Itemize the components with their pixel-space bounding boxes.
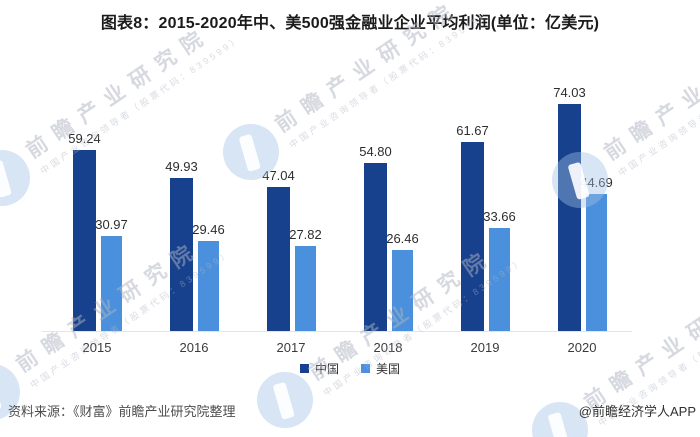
bar-value-label-美国-2016: 29.46 [192, 222, 225, 237]
source-note: 资料来源：《财富》前瞻产业研究院整理 [8, 404, 236, 419]
bar-value-label-美国-2018: 26.46 [386, 231, 419, 246]
bar-美国-2017 [295, 246, 316, 331]
legend-item-中国: 中国 [299, 360, 339, 377]
x-axis-label-2019: 2019 [470, 340, 500, 355]
bar-美国-2019 [489, 228, 510, 331]
legend-swatch-icon [361, 364, 370, 373]
credit-note: @前瞻经济学人APP [578, 404, 696, 419]
bar-美国-2020 [586, 194, 607, 331]
x-axis-line [42, 331, 632, 332]
x-axis-label-2018: 2018 [373, 340, 403, 355]
bar-中国-2016 [170, 178, 193, 331]
x-axis-label-2017: 2017 [276, 340, 306, 355]
bar-中国-2020 [558, 104, 581, 331]
bar-value-label-中国-2017: 47.04 [262, 168, 295, 183]
legend-swatch-icon [299, 364, 309, 373]
bar-value-label-美国-2019: 33.66 [483, 209, 516, 224]
bar-中国-2019 [461, 142, 484, 331]
bar-美国-2018 [392, 250, 413, 331]
bar-value-label-中国-2020: 74.03 [553, 85, 586, 100]
legend-label: 美国 [376, 362, 401, 376]
bar-中国-2017 [267, 187, 290, 331]
bar-value-label-中国-2019: 61.67 [456, 123, 489, 138]
x-axis-label-2015: 2015 [82, 340, 112, 355]
bar-value-label-美国-2017: 27.82 [289, 227, 322, 242]
bar-中国-2018 [364, 163, 387, 331]
bar-value-label-美国-2015: 30.97 [95, 217, 128, 232]
bar-美国-2015 [101, 236, 122, 331]
legend: 中国 美国 [0, 360, 700, 377]
bar-value-label-中国-2015: 59.24 [68, 131, 101, 146]
bar-中国-2015 [73, 150, 96, 331]
bar-美国-2016 [198, 241, 219, 331]
x-axis-label-2016: 2016 [179, 340, 209, 355]
legend-label: 中国 [314, 362, 339, 376]
bar-value-label-美国-2020: 44.69 [580, 175, 613, 190]
chart-title: 图表8：2015-2020年中、美500强金融业企业平均利润(单位：亿美元) [100, 15, 600, 32]
bar-value-label-中国-2018: 54.80 [359, 144, 392, 159]
bar-value-label-中国-2016: 49.93 [165, 159, 198, 174]
x-axis-label-2020: 2020 [567, 340, 597, 355]
legend-item-美国: 美国 [361, 360, 400, 377]
